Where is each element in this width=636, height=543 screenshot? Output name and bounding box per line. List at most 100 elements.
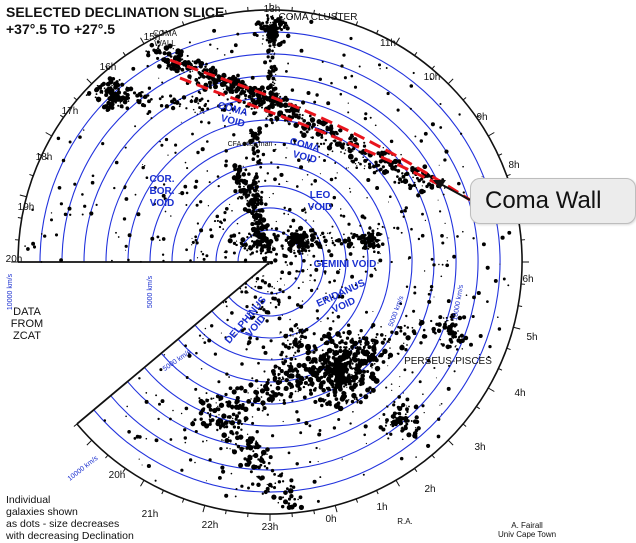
galaxy-dot (326, 331, 332, 337)
galaxy-dot (362, 234, 366, 238)
galaxy-dot (253, 295, 258, 299)
galaxy-dot (405, 337, 408, 339)
galaxy-dot (365, 361, 368, 364)
galaxy-dot (369, 241, 372, 243)
galaxy-dot (282, 39, 286, 44)
galaxy-dot (413, 404, 419, 410)
galaxy-dot (348, 241, 354, 247)
galaxy-dot (289, 261, 293, 266)
galaxy-dot (269, 302, 272, 304)
rim-tick (487, 132, 495, 137)
galaxy-dot (89, 211, 94, 216)
galaxy-dot (287, 368, 292, 373)
rim-tick (122, 468, 126, 472)
rim-tick (513, 326, 521, 330)
hour-label: 17h (62, 106, 79, 117)
galaxy-dot (405, 407, 409, 412)
galaxy-dot (295, 373, 301, 379)
galaxy-dot (266, 21, 268, 23)
galaxy-dot (187, 69, 190, 71)
galaxy-dot (136, 98, 140, 103)
galaxy-dot (286, 333, 288, 336)
galaxy-dot (377, 262, 379, 264)
galaxy-dot (269, 250, 273, 254)
galaxy-dot (272, 148, 276, 153)
galaxy-dot (373, 241, 376, 243)
galaxy-dot (289, 373, 295, 379)
galaxy-dot (216, 219, 219, 222)
galaxy-dot (243, 389, 248, 394)
galaxy-dot (330, 81, 333, 85)
galaxy-dot (247, 172, 251, 176)
galaxy-dot (255, 280, 258, 283)
galaxy-dot (389, 139, 394, 144)
galaxy-dot (450, 322, 455, 327)
galaxy-dot (243, 457, 247, 461)
galaxy-dot (413, 181, 416, 184)
rim-tick (355, 498, 359, 503)
galaxy-dot (295, 185, 299, 188)
galaxy-dot (221, 439, 223, 441)
galaxy-dot (285, 355, 288, 358)
galaxy-dot (204, 82, 208, 86)
galaxy-dot (271, 434, 275, 438)
galaxy-dot (290, 88, 295, 92)
galaxy-dot (457, 315, 463, 321)
galaxy-dot (282, 499, 289, 505)
galaxy-dot (415, 456, 417, 458)
galaxy-dot (289, 362, 292, 365)
galaxy-dot (191, 420, 194, 423)
galaxy-dot (382, 146, 385, 149)
galaxy-dot (247, 187, 252, 192)
galaxy-dot (471, 314, 475, 319)
galaxy-dot (288, 394, 293, 399)
galaxy-dot (370, 375, 377, 382)
galaxy-dot (178, 105, 181, 108)
galaxy-dot (196, 150, 200, 155)
galaxy-dot (112, 91, 118, 98)
galaxy-dot (419, 341, 423, 345)
galaxy-dot (288, 105, 290, 108)
galaxy-dot (282, 401, 287, 405)
galaxy-dot (440, 342, 443, 345)
galaxy-dot (231, 417, 234, 420)
galaxy-dot (251, 416, 254, 418)
galaxy-dot (396, 226, 400, 230)
galaxy-dot (409, 107, 412, 110)
galaxy-dot (255, 197, 260, 202)
galaxy-dot (324, 138, 328, 142)
galaxy-dot (370, 387, 376, 393)
galaxy-dot (262, 275, 265, 277)
galaxy-dot (305, 130, 309, 134)
galaxy-dot (331, 225, 334, 228)
galaxy-dot (266, 76, 271, 81)
galaxy-dot (81, 193, 84, 196)
galaxy-dot (309, 279, 311, 282)
rim-tick (476, 114, 480, 118)
galaxy-dot (411, 326, 414, 329)
galaxy-dot (320, 133, 324, 137)
galaxy-dot (255, 184, 260, 189)
galaxy-dot (372, 164, 376, 169)
galaxy-dot (278, 93, 280, 95)
galaxy-dot (375, 336, 378, 339)
galaxy-dot (316, 124, 319, 127)
galaxy-dot (393, 422, 398, 427)
galaxy-dot (402, 215, 405, 218)
galaxy-dot (261, 345, 266, 350)
galaxy-dot (353, 340, 359, 346)
galaxy-dot (412, 331, 417, 336)
galaxy-dot (230, 311, 234, 315)
galaxy-dot (154, 438, 159, 443)
legend-note-line: Individual (6, 494, 51, 506)
galaxy-dot (67, 206, 72, 211)
galaxy-dot (438, 164, 440, 166)
galaxy-dot (423, 180, 426, 183)
galaxy-dot (298, 388, 302, 392)
galaxy-dot (387, 365, 389, 367)
galaxy-dot (242, 100, 246, 105)
galaxy-dot (229, 112, 231, 114)
galaxy-dot (371, 229, 375, 233)
galaxy-dot (313, 399, 318, 404)
galaxy-dot (311, 136, 314, 139)
